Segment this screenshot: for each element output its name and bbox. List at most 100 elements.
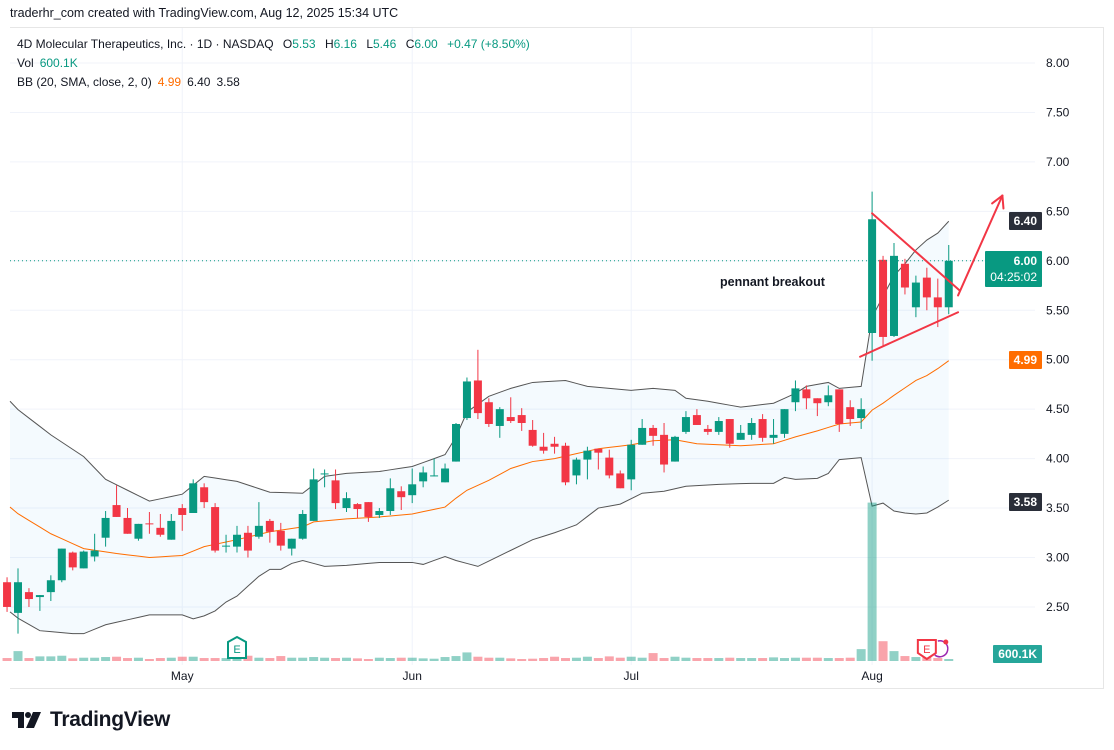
candle-body [35,595,44,598]
bar-countdown: 04:25:02 [990,270,1037,284]
candle-body [747,422,756,435]
high-value: 6.16 [333,37,357,51]
pennant-upper-line [871,212,961,292]
volume-bar [221,658,231,661]
earnings-marker-icon[interactable]: E [227,635,247,659]
time-axis: May Jun Jul Aug [171,669,883,683]
earnings-marker-icon[interactable]: E [916,639,937,661]
volume-bar [834,658,844,661]
legend-symbol-row: 4D Molecular Therapeutics, Inc. · 1D · N… [17,35,530,54]
candle-body [681,417,690,432]
volume-bar [692,658,702,661]
candle-body [868,219,877,333]
volume-bar [582,656,592,661]
volume-bar [418,658,428,661]
arrow-head-icon [991,194,1004,205]
volume-bar [188,656,198,661]
volume-bar [385,658,395,661]
volume-bar [528,658,538,661]
volume-bar [13,651,23,661]
earnings-badge-shape [227,635,247,659]
volume-bar [243,655,253,661]
tradingview-logo[interactable]: TradingView [12,708,170,732]
candle-body [46,580,55,593]
symbol-title[interactable]: 4D Molecular Therapeutics, Inc. · 1D · N… [17,37,274,51]
candle-body [309,479,318,521]
candle-body [900,263,909,288]
volume-bar [856,649,866,661]
volume-bar [736,658,746,661]
volume-bar [944,659,954,661]
candle-body [769,434,778,438]
volume-bar [254,657,264,661]
price-tick-label: 2.50 [1046,600,1070,614]
price-tick-label: 6.50 [1046,204,1070,218]
candle-body [167,520,176,540]
volume-bar [823,658,833,661]
candle-body [758,419,767,438]
volume-bar [648,653,658,661]
volume-bar [845,657,855,661]
price-tick-label: 5.50 [1046,303,1070,317]
low-label: L [366,37,373,51]
volume-bar [604,656,614,661]
candle-body [430,475,439,477]
arrow-head-icon [1001,194,1005,210]
pennant-lower-line [859,311,960,358]
volume-bar [714,658,724,661]
candle-body [484,402,493,424]
candles [3,191,953,634]
volume-bar [801,657,811,661]
legend-volume-row[interactable]: Vol 600.1K [17,54,530,73]
breakout-arrow-line [957,194,1004,297]
candle-body [638,427,647,445]
volume-bar [177,656,187,661]
bb-label: BB (20, SMA, close, 2, 0) [17,75,152,89]
legend-bb-row[interactable]: BB (20, SMA, close, 2, 0) 4.99 6.40 3.58 [17,73,530,92]
dividend-marker-icon[interactable] [934,640,949,658]
volume-bar [878,641,888,661]
candle-body [703,428,712,432]
volume-bar [276,656,286,661]
volume-bar [101,657,111,661]
close-value: 6.00 [414,37,438,51]
bb-lower-badge: 3.58 [1008,493,1042,511]
month-label-may: May [171,669,194,683]
candle-body [386,488,395,512]
bb-lower-value: 3.58 [216,75,240,89]
candle-body [791,388,800,403]
volume-value: 600.1K [39,56,78,70]
volume-bar [374,657,384,661]
volume-bar [758,658,768,661]
candle-body [298,513,307,539]
volume-bar [210,658,220,661]
bb-upper-value: 6.40 [187,75,211,89]
volume-bar [112,656,122,661]
candle-body [254,525,263,537]
bollinger-basis-line [9,360,950,559]
volume-bar [812,657,822,661]
volume-bar [396,657,406,661]
volume-bar [309,657,319,661]
volume-bar [911,657,921,661]
candle-body [671,436,679,462]
bb-basis-value: 4.99 [157,75,182,89]
volume-bar [462,652,472,661]
volume-bar [889,651,899,661]
pennant-breakout-label[interactable]: pennant breakout [720,275,825,289]
candle-body [616,473,625,489]
month-label-jun: Jun [403,669,422,683]
candle-body [495,409,504,426]
candle-body [265,520,274,532]
volume-bar [703,658,713,661]
volume-bar [298,657,308,661]
annotations [10,194,1035,358]
candle-body [528,429,537,446]
candle-body [233,534,241,547]
volume-bar [725,657,735,661]
volume-bar [747,658,757,661]
chart-legend: 4D Molecular Therapeutics, Inc. · 1D · N… [17,35,530,92]
volume-bar [451,656,461,661]
